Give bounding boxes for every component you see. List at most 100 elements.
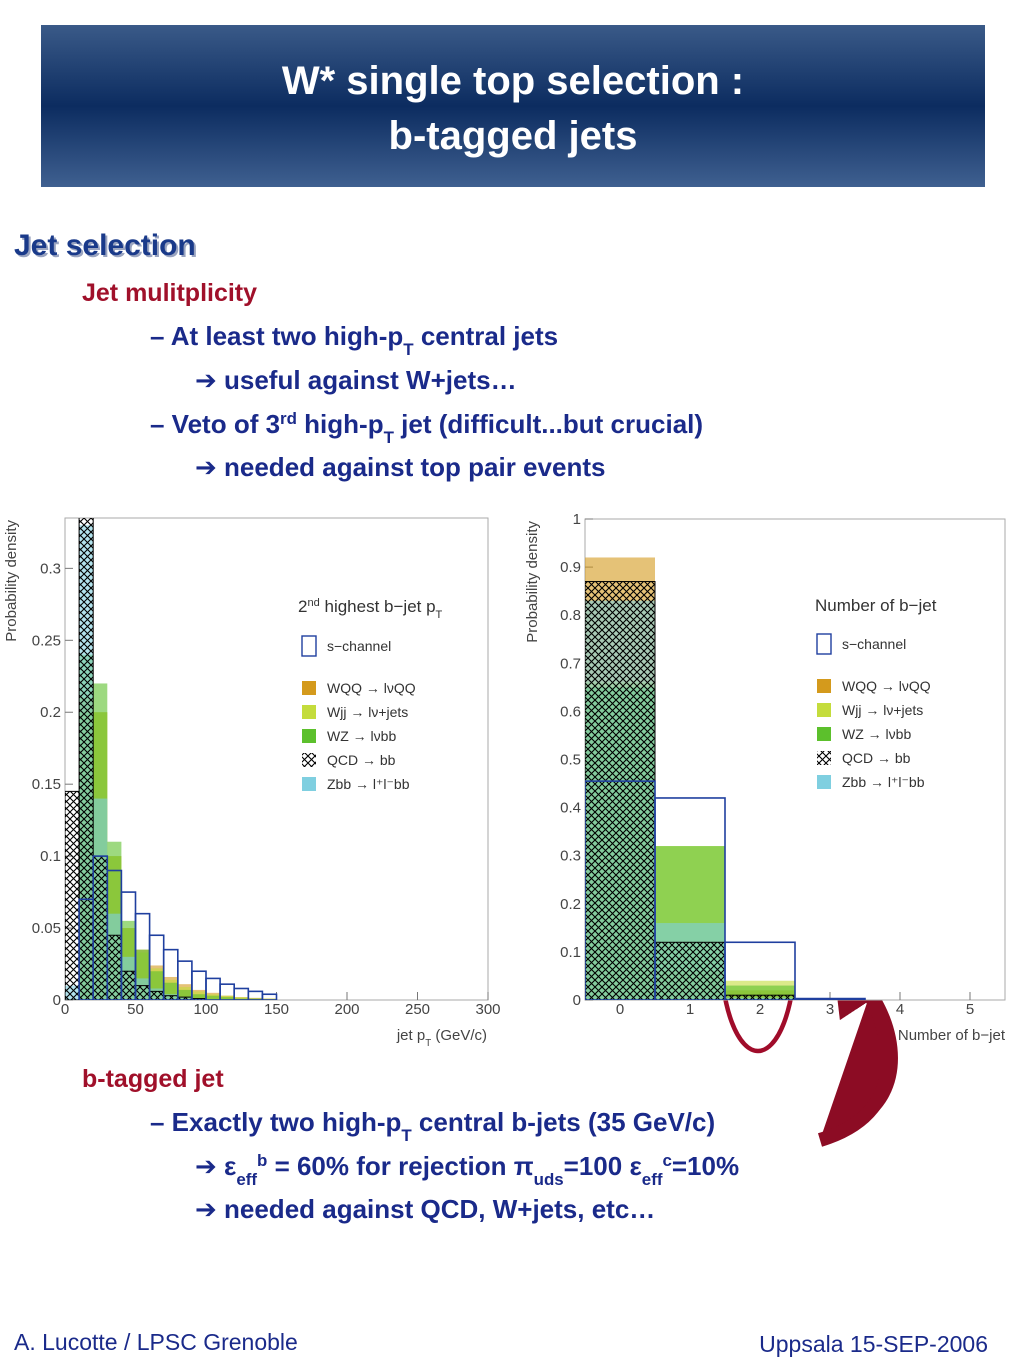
x-tick-label: 2 (756, 1001, 764, 1018)
text-run: – Exactly two high-p (150, 1107, 401, 1137)
legend-label: WZ → lνbb (842, 726, 911, 742)
y-tick-label: 1 (573, 511, 581, 528)
text-run: nd (307, 597, 319, 609)
y-tick-label: 0.2 (560, 896, 581, 913)
text-run: = 60% for rejection π (267, 1151, 533, 1181)
legend-label: s−channel (327, 638, 391, 654)
legend-label: Wjj → lν+jets (327, 704, 408, 720)
legend-label: Zbb → l⁺l⁻bb (327, 776, 410, 792)
text-run: jet (difficult...but crucial) (394, 409, 703, 439)
x-tick-label: 5 (966, 1001, 974, 1018)
plot-area (585, 557, 866, 1000)
hist-bar (261, 993, 278, 1000)
rich-text: ➔ useful against W+jets… (195, 365, 517, 395)
text-run: high-p (297, 409, 384, 439)
rich-text: – Exactly two high-pT central b-jets (35… (150, 1107, 715, 1145)
hist-bar (794, 997, 866, 1000)
legend-label: Zbb → l⁺l⁻bb (842, 774, 925, 790)
text-run: – Veto of 3 (150, 409, 280, 439)
y-tick-label: 0.3 (560, 848, 581, 865)
rich-text: Number of b−jet (815, 596, 937, 615)
rich-text: jet pT (GeV/c) (396, 1027, 487, 1049)
text-run: ➔ useful against W+jets… (195, 365, 517, 395)
legend-swatch (302, 681, 316, 695)
legend-swatch (817, 775, 831, 789)
x-tick-label: 300 (475, 1001, 500, 1018)
hist-bar (177, 989, 192, 1000)
legend-swatch (302, 777, 316, 791)
rich-text: ➔ needed against top pair events (195, 452, 605, 482)
x-tick-label: 100 (193, 1001, 218, 1018)
rich-text: ➔ needed against QCD, W+jets, etc… (195, 1194, 655, 1224)
sub-heading: Jet mulitplicity (82, 279, 257, 307)
legend-label: s−channel (842, 636, 906, 652)
y-tick-label: 0.7 (560, 655, 581, 672)
section-heading: Jet selection (14, 229, 196, 262)
rich-text: 2nd highest b−jet pT (298, 597, 443, 621)
text-run: ➔ ε (195, 1151, 236, 1181)
y-axis-label: Probability density (3, 520, 20, 642)
y-tick-label: 0.1 (560, 944, 581, 961)
y-tick-label: 0.05 (32, 920, 61, 937)
legend-swatch (817, 679, 831, 693)
y-tick-label: 0.3 (40, 560, 61, 577)
legend-swatch (302, 753, 316, 767)
y-tick-label: 0.6 (560, 703, 581, 720)
hist-bar (220, 997, 235, 1000)
hist-bar (654, 941, 726, 1000)
y-tick-label: 0.25 (32, 632, 61, 649)
rich-text: Number of b−jet (898, 1027, 1006, 1044)
legend-label: WQQ → lνQQ (327, 680, 416, 696)
header-band (41, 25, 985, 187)
y-tick-label: 0.15 (32, 776, 61, 793)
hist-bar (135, 985, 151, 1000)
rich-text: – At least two high-pT central jets (150, 321, 558, 359)
sub-heading: b-tagged jet (82, 1065, 224, 1093)
x-tick-label: 4 (896, 1001, 904, 1018)
y-tick-label: 0.2 (40, 704, 61, 721)
legend-label: QCD → bb (842, 750, 911, 766)
hist-bar (92, 855, 108, 1000)
text-run: T (425, 1038, 431, 1049)
text-run: ➔ needed against QCD, W+jets, etc… (195, 1194, 655, 1224)
text-run: =10% (672, 1151, 739, 1181)
text-run: central jets (414, 321, 559, 351)
text-run: highest b−jet p (320, 597, 436, 616)
heading-shadow: Jet selection (16, 231, 198, 264)
hist-bar (234, 997, 249, 1000)
hist-bar (724, 941, 796, 1000)
hist-bar (106, 934, 122, 1000)
x-tick-label: 1 (686, 1001, 694, 1018)
legend-swatch (302, 705, 316, 719)
text-run: (GeV/c) (431, 1027, 487, 1044)
x-tick-label: 3 (826, 1001, 834, 1018)
legend-label: QCD → bb (327, 752, 396, 768)
hist-bar (654, 797, 726, 1000)
text-run: central b-jets (35 GeV/c) (412, 1107, 715, 1137)
legend-swatch (816, 633, 832, 655)
footer-left: A. Lucotte / LPSC Grenoble (14, 1329, 298, 1355)
hist-bar (65, 790, 80, 1000)
text-run: Number of b−jet (815, 596, 937, 615)
hist-bar (120, 970, 137, 1000)
y-tick-label: 0.4 (560, 800, 581, 817)
x-tick-label: 50 (127, 1001, 144, 1018)
x-tick-label: 150 (264, 1001, 289, 1018)
text-run: 2 (298, 597, 307, 616)
x-tick-label: 200 (334, 1001, 359, 1018)
legend-swatch (817, 703, 831, 717)
header-title: b-tagged jets (389, 114, 638, 158)
hist-bar (78, 518, 94, 1000)
text-run: – At least two high-p (150, 321, 403, 351)
text-run: T (401, 1126, 412, 1145)
text-run: jet p (396, 1027, 425, 1044)
hist-bar (149, 990, 165, 1000)
text-run: =100 ε (564, 1151, 642, 1181)
y-axis-label: Probability density (524, 521, 541, 643)
text-run: T (436, 609, 443, 621)
text-run: ➔ needed against top pair events (195, 452, 605, 482)
legend-swatch (302, 729, 316, 743)
x-tick-label: 250 (405, 1001, 430, 1018)
legend-swatch (301, 635, 317, 657)
